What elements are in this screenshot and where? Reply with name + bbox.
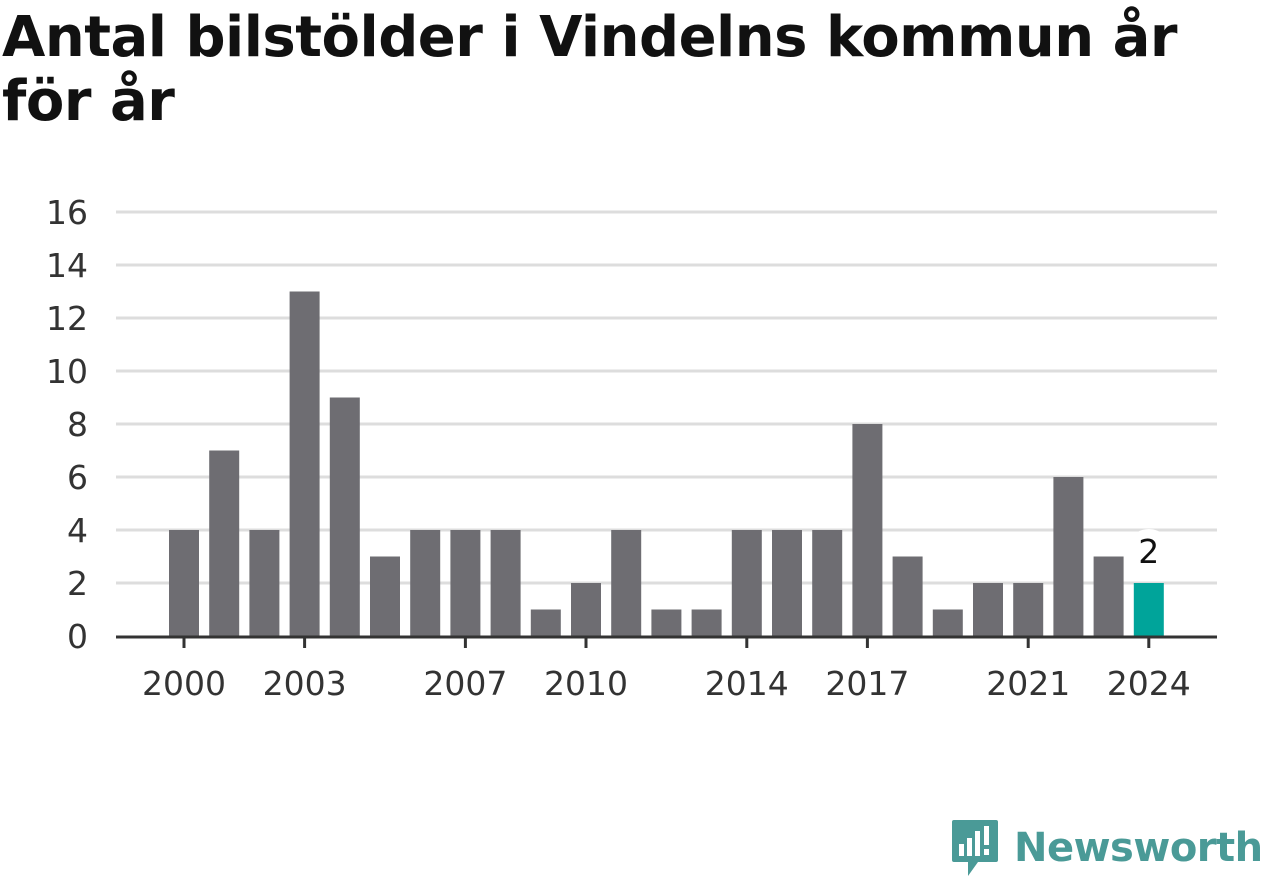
bar-2004 [329, 397, 360, 636]
y-tick-label: 6 [67, 458, 88, 497]
y-tick-label: 14 [46, 246, 88, 285]
x-tick-label: 2000 [142, 664, 226, 703]
x-axis-ticks: 2000 2003 2007 2010 2014 2017 2021 2024 [142, 638, 1191, 703]
bar-2017 [852, 424, 883, 636]
bar-2024 [1133, 583, 1164, 636]
x-tick-label: 2024 [1107, 664, 1191, 703]
y-tick-label: 16 [46, 193, 88, 232]
bar-2005 [370, 556, 400, 636]
bar-2009 [530, 609, 561, 636]
data-label-halo [1126, 529, 1171, 573]
bar-2006 [410, 530, 441, 636]
bar-2000 [169, 530, 199, 636]
bar-2020 [973, 583, 1003, 636]
y-tick-label: 2 [67, 564, 88, 603]
x-tick-label: 2014 [705, 664, 789, 703]
brand-name: Newsworthy [1014, 825, 1262, 871]
bar-2022 [1053, 477, 1084, 636]
x-tick-label: 2017 [825, 664, 909, 703]
y-tick-label: 12 [46, 299, 88, 338]
y-tick-label: 8 [67, 405, 88, 444]
bar-2021 [1013, 583, 1044, 636]
gridlines [116, 210, 1217, 585]
bar-2001 [209, 450, 240, 636]
bar-2014 [731, 530, 762, 636]
bar-2016 [812, 530, 843, 636]
bar-2011 [611, 530, 642, 636]
x-tick-label: 2010 [544, 664, 628, 703]
bar-2002 [249, 530, 280, 636]
y-tick-label: 10 [46, 352, 88, 391]
bar-2018 [892, 556, 923, 636]
x-tick-label: 2003 [263, 664, 347, 703]
newsworthy-logo-icon [952, 820, 998, 876]
y-tick-label: 4 [67, 511, 88, 550]
x-tick-label: 2021 [986, 664, 1070, 703]
bar-2008 [490, 530, 521, 636]
bar-2007 [450, 530, 481, 636]
data-label-2024: 2 [1138, 532, 1159, 571]
bar-2023 [1093, 556, 1124, 636]
chart-title: Antal bilstölder i Vindelns kommun år fö… [2, 5, 1178, 134]
bar-2015 [772, 530, 802, 636]
bar-2012 [651, 609, 682, 636]
newsworthy-brand: Newsworthy [950, 818, 1262, 878]
bar-2013 [691, 609, 722, 636]
y-tick-label: 0 [67, 617, 88, 656]
bar-2019 [932, 609, 963, 636]
bars [169, 291, 1164, 636]
data-labels: 2 [1126, 529, 1171, 573]
bar-2003 [289, 291, 320, 636]
x-tick-label: 2007 [423, 664, 507, 703]
bar-2010 [571, 583, 601, 636]
y-axis-ticks: 0 2 4 6 8 10 12 14 16 [46, 193, 88, 656]
